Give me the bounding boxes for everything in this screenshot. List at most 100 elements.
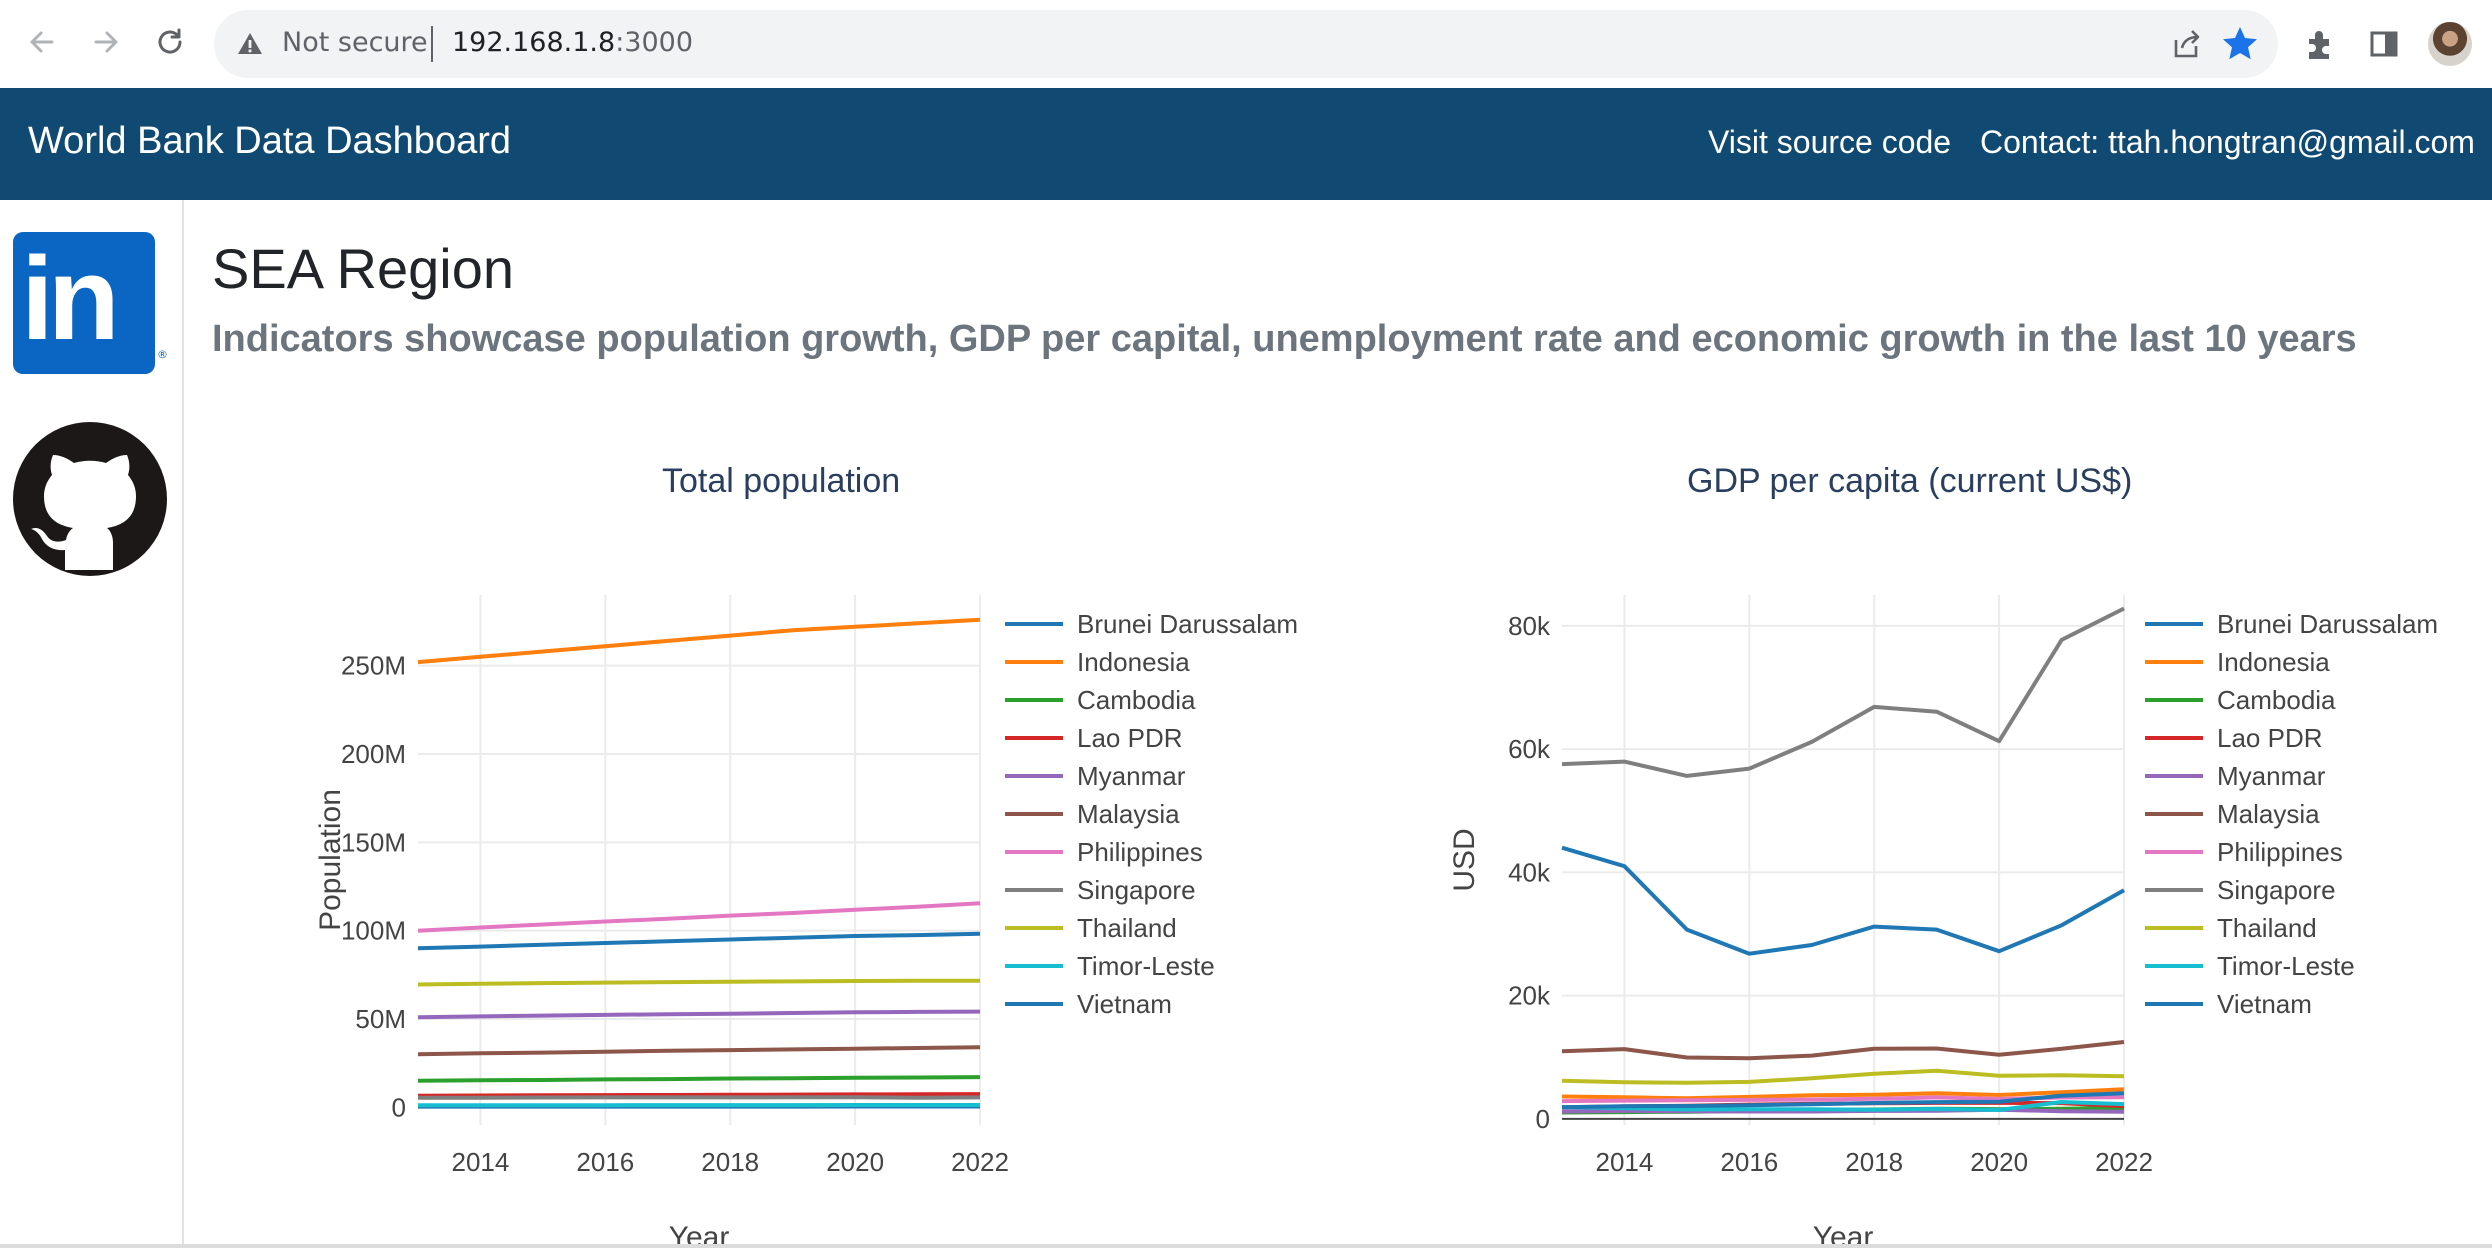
legend-item-brunei-darussalam[interactable]: Brunei Darussalam [1005,609,1298,639]
series-line-vietnam[interactable] [418,934,980,949]
github-icon[interactable] [13,422,167,576]
legend-item-philippines[interactable]: Philippines [1005,837,1203,867]
legend-item-lao-pdr[interactable]: Lao PDR [1005,723,1183,753]
contact-link[interactable]: Contact: ttah.hongtran@gmail.com [1980,124,2475,161]
browser-toolbar: Not secure 192.168.1.8:3000 [0,0,2492,89]
chart-title-gdp: GDP per capita (current US$) [1687,462,2132,501]
series-line-malaysia[interactable] [418,1047,980,1054]
series-line-thailand[interactable] [418,981,980,985]
legend-item-indonesia[interactable]: Indonesia [1005,647,1190,677]
legend-item-timor-leste[interactable]: Timor-Leste [1005,951,1215,981]
legend-label: Brunei Darussalam [1077,609,1298,639]
legend-label: Malaysia [2217,799,2320,829]
series-line-indonesia[interactable] [418,620,980,662]
forward-icon[interactable] [86,22,126,62]
series-line-malaysia[interactable] [1562,1042,2124,1058]
legend-label: Cambodia [2217,685,2336,715]
linkedin-icon[interactable]: in [13,232,155,374]
legend-label: Vietnam [1077,989,1172,1019]
legend-label: Singapore [2217,875,2336,905]
x-tick-label: 2020 [1970,1147,2028,1177]
source-code-link[interactable]: Visit source code [1708,124,1951,161]
legend-label: Thailand [2217,913,2317,943]
series-line-singapore[interactable] [418,1097,980,1098]
extensions-icon[interactable] [2298,22,2342,66]
legend-item-lao-pdr[interactable]: Lao PDR [2145,723,2323,753]
legend-label: Myanmar [2217,761,2326,791]
y-tick-label: 250M [341,651,406,681]
legend-item-singapore[interactable]: Singapore [2145,875,2336,905]
legend-item-malaysia[interactable]: Malaysia [2145,799,2320,829]
x-tick-label: 2020 [826,1147,884,1177]
legend-item-malaysia[interactable]: Malaysia [1005,799,1180,829]
legend-label: Lao PDR [2217,723,2323,753]
y-tick-label: 0 [1536,1104,1550,1134]
navbar-brand[interactable]: World Bank Data Dashboard [28,120,511,163]
series-line-myanmar[interactable] [418,1012,980,1018]
series-line-thailand[interactable] [1562,1071,2124,1083]
legend-label: Brunei Darussalam [2217,609,2438,639]
url-text[interactable]: 192.168.1.8:3000 [452,27,693,58]
legend-item-vietnam[interactable]: Vietnam [2145,989,2312,1019]
y-tick-label: 40k [1508,857,1551,887]
legend-item-cambodia[interactable]: Cambodia [2145,685,2336,715]
y-tick-label: 150M [341,827,406,857]
series-line-brunei-darussalam[interactable] [1562,848,2124,954]
x-tick-label: 2014 [1596,1147,1654,1177]
share-icon[interactable] [2168,26,2204,62]
warning-icon[interactable] [236,30,264,58]
y-tick-label: 80k [1508,611,1551,641]
legend-item-singapore[interactable]: Singapore [1005,875,1196,905]
legend-item-indonesia[interactable]: Indonesia [2145,647,2330,677]
legend-label: Singapore [1077,875,1196,905]
registered-mark: ® [157,348,168,361]
x-tick-label: 2022 [2095,1147,2153,1177]
y-tick-label: 20k [1508,981,1551,1011]
legend-label: Myanmar [1077,761,1186,791]
back-icon[interactable] [22,22,62,62]
legend-label: Lao PDR [1077,723,1183,753]
reload-icon[interactable] [150,22,190,62]
legend-label: Indonesia [2217,647,2330,677]
y-tick-label: 0 [392,1092,406,1122]
legend-item-myanmar[interactable]: Myanmar [1005,761,1186,791]
legend-item-thailand[interactable]: Thailand [2145,913,2317,943]
series-line-singapore[interactable] [1562,609,2124,776]
page-scroll-edge [0,1244,2492,1248]
legend-label: Timor-Leste [1077,951,1215,981]
legend-label: Indonesia [1077,647,1190,677]
legend-label: Thailand [1077,913,1177,943]
legend-item-timor-leste[interactable]: Timor-Leste [2145,951,2355,981]
legend-label: Vietnam [2217,989,2312,1019]
legend-item-philippines[interactable]: Philippines [2145,837,2343,867]
url-host: 192.168.1.8 [452,27,615,58]
legend-label: Malaysia [1077,799,1180,829]
x-tick-label: 2016 [576,1147,634,1177]
profile-avatar[interactable] [2428,22,2472,66]
legend-item-myanmar[interactable]: Myanmar [2145,761,2326,791]
legend-item-vietnam[interactable]: Vietnam [1005,989,1172,1019]
security-label[interactable]: Not secure [282,27,428,58]
legend-label: Timor-Leste [2217,951,2355,981]
side-panel-icon[interactable] [2362,22,2406,66]
y-tick-label: 60k [1508,734,1551,764]
app-navbar: World Bank Data Dashboard Visit source c… [0,88,2492,200]
legend-item-thailand[interactable]: Thailand [1005,913,1177,943]
y-tick-label: 100M [341,916,406,946]
x-tick-label: 2018 [1845,1147,1903,1177]
address-separator [431,26,433,62]
x-tick-label: 2022 [951,1147,1009,1177]
legend-item-cambodia[interactable]: Cambodia [1005,685,1196,715]
series-line-cambodia[interactable] [418,1077,980,1081]
series-line-philippines[interactable] [418,903,980,930]
legend-label: Cambodia [1077,685,1196,715]
bookmark-star-icon[interactable] [2220,24,2260,64]
address-bar[interactable]: Not secure 192.168.1.8:3000 [214,10,2278,78]
chart-title-population: Total population [662,462,900,501]
y-axis-title: Population [314,789,347,931]
legend-label: Philippines [2217,837,2343,867]
legend-item-brunei-darussalam[interactable]: Brunei Darussalam [2145,609,2438,639]
page-subtitle: Indicators showcase population growth, G… [212,318,2357,361]
